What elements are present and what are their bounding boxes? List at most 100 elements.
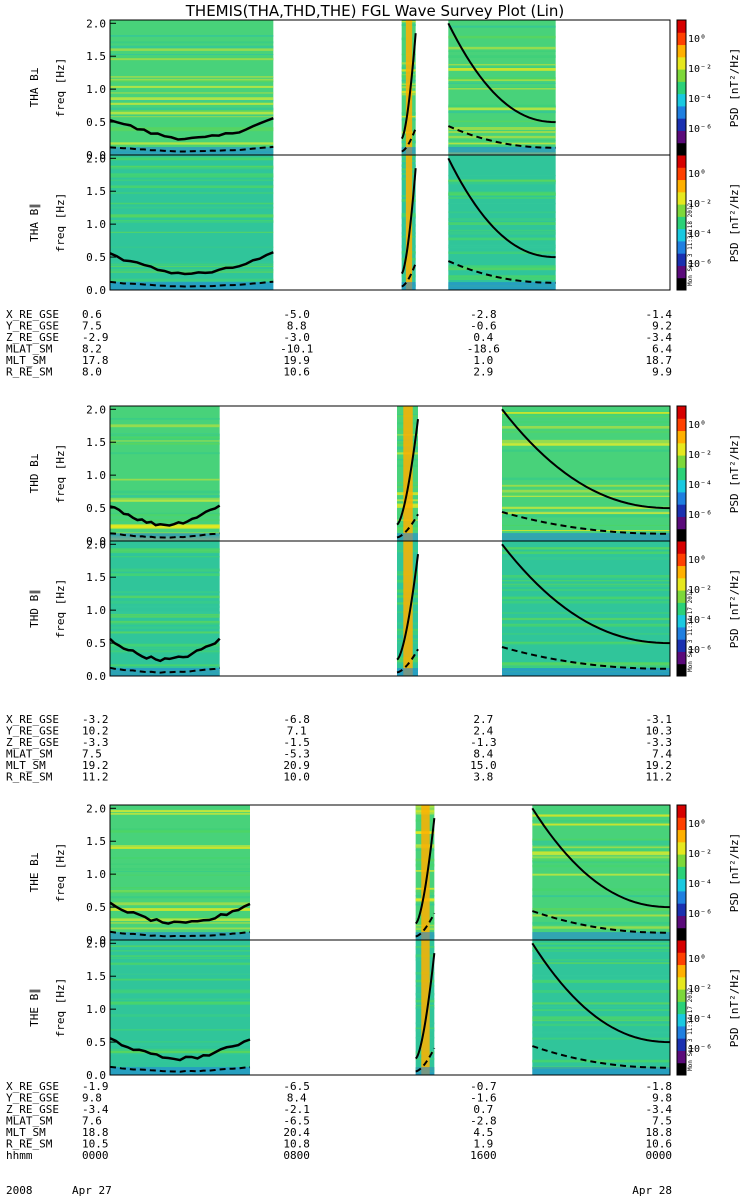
colorbar-tick-label: 10⁻⁶ (688, 124, 712, 135)
cyclotron-curve (109, 901, 251, 925)
spectrogram-stripe (532, 819, 670, 822)
spectrogram-stripe (532, 962, 670, 964)
spectrogram-stripe (110, 1041, 250, 1043)
ephemeris-value: -2.1 (283, 1103, 310, 1116)
spectrogram-stripe (502, 595, 670, 598)
spectrogram-stripe (448, 237, 556, 241)
spectrogram-stripe (448, 88, 556, 90)
y-tick-label: 0.0 (86, 535, 106, 548)
spectrogram-stripe (110, 868, 250, 870)
y-tick-label: 2.0 (86, 538, 106, 551)
ephemeris-value: 8.0 (82, 366, 102, 379)
spectrogram-stripe (110, 890, 250, 892)
panel-frame (109, 540, 671, 677)
spectrogram-stripe (110, 519, 220, 521)
spectrogram-stripe (448, 252, 556, 254)
spectrogram-stripe (110, 102, 274, 105)
spectrogram-stripe (532, 873, 670, 876)
spectrogram-stripe (448, 211, 556, 214)
spectrogram-stripe (110, 1029, 250, 1031)
spectrogram-stripe (110, 269, 274, 271)
ephemeris-value: 0.7 (473, 1103, 493, 1116)
spectrogram-stripe (532, 859, 670, 862)
ephemeris-label: R_RE_SM (6, 1138, 53, 1151)
colorbar-swatch (677, 418, 686, 432)
plot-title: THEMIS(THA,THD,THE) FGL Wave Survey Plot… (185, 2, 564, 20)
spectrogram-stripe (110, 902, 250, 906)
colorbar-swatch (677, 467, 686, 481)
ephemeris-value: 0.6 (82, 308, 102, 321)
colorbar-swatch (677, 44, 686, 58)
ephemeris-value: -3.4 (646, 331, 673, 344)
colorbar-tick-label: 10⁻⁴ (688, 94, 712, 105)
panel-frame (109, 154, 671, 291)
colorbar-label: PSD [nT²/Hz] (728, 183, 741, 262)
spectrogram-stripe (110, 846, 250, 849)
colorbar-swatch (677, 663, 686, 677)
colorbar-swatch (677, 142, 686, 156)
colorbar-swatch (677, 167, 686, 181)
spectrogram-stripe (532, 946, 670, 950)
spectrogram-stripe (110, 812, 250, 815)
spectrogram-stripe (110, 261, 274, 264)
date-end: Apr 28 (632, 1184, 672, 1197)
ephemeris-value: 7.6 (82, 1115, 102, 1128)
colorbar-swatch (677, 614, 686, 628)
spectrogram-stripe (110, 434, 220, 436)
ephemeris-label: MLAT_SM (6, 343, 53, 356)
colorbar-tick-label: 10⁻⁶ (688, 645, 712, 656)
colorbar-swatch (677, 32, 686, 46)
group-the: 0.0 0.5 1.0 1.5 2.0 THE B⊥ freq [Hz] 10⁰ 10⁻² 10⁻… (6, 802, 741, 1162)
spectrogram-hot-band (421, 805, 430, 940)
spectrogram-stripe (448, 277, 556, 281)
spectrogram-stripe (448, 25, 556, 28)
colorbar-swatch (677, 442, 686, 456)
spectrogram-stripe (532, 1023, 670, 1027)
spectrogram-stripe (532, 1037, 670, 1040)
spectrogram-stripe (110, 185, 274, 189)
spectrogram-stripe (110, 58, 274, 61)
group-tha: 0.0 0.5 1.0 1.5 2.0 THA B⊥ freq [Hz] 10⁰ 10⁻² 10⁻… (6, 17, 741, 378)
ephemeris-value: 17.8 (82, 354, 109, 367)
colorbar-swatch (677, 817, 686, 831)
colorbar-swatch (677, 56, 686, 70)
colorbar-tick-label: 10⁻⁶ (688, 1044, 712, 1055)
ephemeris-value: 7.4 (652, 748, 672, 761)
ephemeris-value: 9.2 (652, 320, 672, 333)
colorbar-label: PSD [nT²/Hz] (728, 833, 741, 912)
spectrogram-stripe (110, 478, 220, 481)
colorbar-swatch (677, 20, 686, 33)
ephemeris-value: 7.5 (82, 748, 102, 761)
spectrogram-stripe (532, 950, 670, 952)
y-tick-label: 2.0 (86, 17, 106, 30)
ephemeris-value: 4.5 (473, 1126, 493, 1139)
spectrogram-stripe (502, 524, 670, 526)
spectrogram-low-band (397, 533, 418, 541)
ephemeris-value: -1.9 (82, 1080, 109, 1093)
spectrogram-stripe (532, 1060, 670, 1063)
ephemeris-value: -3.3 (646, 736, 673, 749)
spectrogram-stripe (532, 864, 670, 868)
spectrogram-stripe (448, 135, 556, 139)
ephemeris-label: MLAT_SM (6, 748, 53, 761)
colorbar-swatch (677, 602, 686, 616)
spectrogram-stripe (110, 214, 274, 218)
cyclotron-curve (109, 504, 221, 527)
spectrogram-stripe (502, 576, 670, 579)
spectrogram-stripe (532, 814, 670, 817)
spectrogram-stripe (110, 810, 250, 812)
spectrogram-stripe (532, 840, 670, 843)
spectrogram-stripe (448, 191, 556, 195)
spectrogram-stripe (110, 85, 274, 88)
ephemeris-label: X_RE_GSE (6, 713, 59, 726)
ephemeris-value: 18.8 (646, 1126, 673, 1139)
ephemeris-value: 1.0 (473, 354, 493, 367)
y-axis-label: THA B⊥ (28, 67, 41, 107)
spectrogram-stripe (448, 175, 556, 177)
colorbar-tick-label: 10⁻² (688, 450, 712, 461)
ephemeris-value: 19.9 (283, 354, 310, 367)
spectrogram-stripe (110, 863, 250, 865)
spectrogram-stripe (110, 192, 274, 194)
y-tick-label: 1.0 (86, 218, 106, 231)
y-tick-label: 1.5 (86, 970, 106, 983)
